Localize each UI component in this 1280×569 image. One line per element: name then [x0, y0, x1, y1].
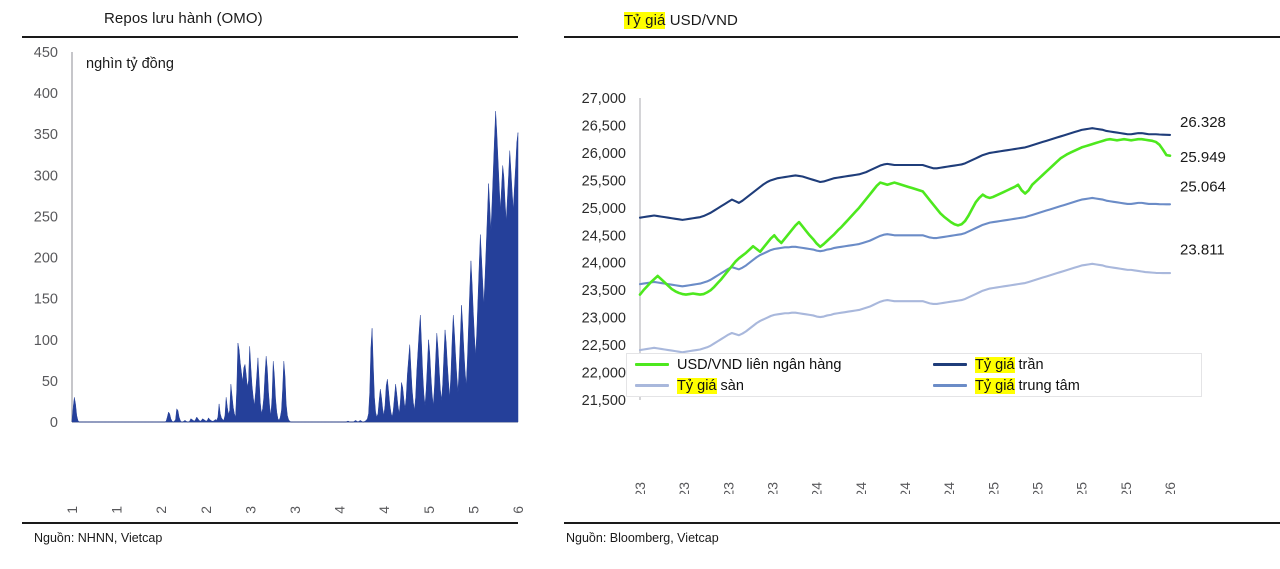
legend-swatch-central — [933, 384, 967, 387]
right-chart-title-highlight: Tỷ giá — [624, 12, 666, 29]
y-tick-label: 22,500 — [582, 338, 626, 354]
legend-label-central: Tỷ giá trung tâm — [975, 377, 1080, 394]
right-plot: 21,500 22,000 22,500 23,000 23,500 24,000 24,5… — [540, 80, 1280, 410]
x-tick-label: T10/23 — [765, 482, 781, 494]
x-tick-label: T07/23 — [720, 482, 736, 494]
x-tick-label: T07/22 — [198, 506, 214, 514]
legend-row-1: USD/VND liên ngân hàng Tỷ giá trần — [627, 354, 1201, 375]
x-tick-label: T10/25 — [1118, 482, 1134, 494]
right-source-note: Nguồn: Bloomberg, Vietcap — [566, 531, 719, 545]
left-chart-title: Repos lưu hành (OMO) — [104, 10, 263, 27]
x-tick-label: T01/23 — [632, 482, 648, 494]
left-rule-top — [22, 36, 518, 38]
panel-fx: Tỷ giá USD/VND 21,500 22,000 22,500 23,000 2… — [540, 0, 1280, 569]
legend-item-ceiling[interactable]: Tỷ giá trần — [925, 356, 1044, 373]
omo-area-series — [71, 111, 519, 423]
omo-area-chart: 0 50 100 150 200 250 300 350 400 450 nghìn tỷ đồng — [34, 45, 519, 430]
x-tick-label: T10/24 — [941, 482, 957, 494]
legend-row-2: Tỷ giá sàn Tỷ giá trung tâm — [627, 375, 1201, 396]
x-tick-label: T07/25 — [465, 506, 481, 514]
legend-label-interbank: USD/VND liên ngân hàng — [677, 356, 842, 373]
x-tick-label: T01/25 — [421, 506, 437, 514]
x-tick-label: T04/25 — [1030, 482, 1046, 494]
x-tick-label: T07/24 — [897, 482, 913, 494]
x-tick-label: T01/24 — [809, 482, 825, 494]
x-tick-label: T01/24 — [332, 506, 348, 514]
right-chart-title: Tỷ giá USD/VND — [624, 12, 738, 29]
x-tick-label: T07/25 — [1074, 482, 1090, 494]
y-tick-label: 100 — [34, 333, 58, 349]
left-xaxis: T01/21 T07/21 T01/22 T07/22 T01/23 T07/23 T01/… — [0, 424, 540, 514]
x-tick-label: T01/23 — [242, 506, 258, 514]
x-tick-label: T07/21 — [109, 506, 125, 514]
legend-item-central[interactable]: Tỷ giá trung tâm — [925, 377, 1080, 394]
series-end-value-label: 26.328 — [1180, 114, 1226, 131]
fx-series-line — [638, 127, 1172, 221]
right-rule-top — [564, 36, 1280, 38]
x-tick-label: T01/22 — [153, 506, 169, 514]
x-tick-label: T04/24 — [853, 482, 869, 494]
legend-label-floor: Tỷ giá sàn — [677, 377, 744, 394]
fx-series-line — [638, 262, 1172, 354]
x-tick-label: T01/25 — [985, 482, 1001, 494]
y-tick-label: 23,500 — [582, 283, 626, 299]
y-tick-label: 22,000 — [582, 366, 626, 382]
y-tick-label: 450 — [34, 45, 58, 61]
series-end-value-label: 25.949 — [1180, 149, 1226, 166]
y-tick-label: 26,500 — [582, 118, 626, 134]
y-tick-label: 23,000 — [582, 311, 626, 327]
y-tick-label: 24,000 — [582, 256, 626, 272]
y-tick-label: 350 — [34, 127, 58, 143]
y-tick-label: 400 — [34, 86, 58, 102]
y-tick-label: 300 — [34, 168, 58, 184]
fx-series-line — [638, 196, 1172, 288]
y-tick-label: 26,000 — [582, 146, 626, 162]
legend-item-floor[interactable]: Tỷ giá sàn — [627, 377, 925, 394]
right-rule-bottom — [564, 522, 1280, 524]
right-xaxis: T01/23 T04/23 T07/23 T10/23 T01/24 T04/24 T07/… — [540, 404, 1280, 494]
x-tick-label: T04/23 — [676, 482, 692, 494]
right-chart-title-rest: USD/VND — [665, 12, 738, 29]
x-tick-label: T07/23 — [287, 506, 303, 514]
y-tick-label: 150 — [34, 292, 58, 308]
y-tick-label: 25,000 — [582, 201, 626, 217]
legend-label-ceiling: Tỷ giá trần — [975, 356, 1044, 373]
y-tick-label: 0 — [50, 415, 58, 430]
fx-xaxis-labels: T01/23 T04/23 T07/23 T10/23 T01/24 T04/24 T07/… — [632, 482, 1178, 494]
x-tick-label: T01/21 — [64, 506, 80, 514]
left-rule-bottom — [22, 522, 518, 524]
legend-item-interbank[interactable]: USD/VND liên ngân hàng — [627, 357, 925, 373]
left-plot: 0 50 100 150 200 250 300 350 400 450 nghìn tỷ đồng — [0, 40, 540, 430]
legend-swatch-interbank — [635, 363, 669, 366]
fx-line-chart: 21,500 22,000 22,500 23,000 23,500 24,000 24,5… — [582, 91, 1226, 409]
legend-swatch-floor — [635, 384, 669, 387]
fx-series-line — [638, 137, 1172, 296]
series-end-value-label: 25.064 — [1180, 178, 1226, 195]
y-tick-label: 27,000 — [582, 91, 626, 107]
omo-xaxis-labels: T01/21 T07/21 T01/22 T07/22 T01/23 T07/23 T01/… — [64, 506, 526, 514]
y-tick-label: 250 — [34, 209, 58, 225]
fx-legend: USD/VND liên ngân hàng Tỷ giá trần Tỷ gi… — [626, 353, 1202, 397]
legend-swatch-ceiling — [933, 363, 967, 366]
panel-omo: Repos lưu hành (OMO) 0 50 100 150 200 250 300 3… — [0, 0, 540, 569]
y-tick-label: 24,500 — [582, 228, 626, 244]
y-axis-unit-label: nghìn tỷ đồng — [86, 56, 174, 72]
left-source-note: Nguồn: NHNN, Vietcap — [34, 531, 163, 545]
y-tick-label: 200 — [34, 251, 58, 267]
x-tick-label: T01/26 — [510, 506, 526, 514]
x-tick-label: T01/26 — [1162, 482, 1178, 494]
x-tick-label: T07/24 — [376, 506, 392, 514]
y-tick-label: 21,500 — [582, 393, 626, 409]
y-tick-label: 25,500 — [582, 173, 626, 189]
series-end-value-label: 23.811 — [1180, 241, 1225, 258]
y-tick-label: 50 — [42, 374, 58, 390]
